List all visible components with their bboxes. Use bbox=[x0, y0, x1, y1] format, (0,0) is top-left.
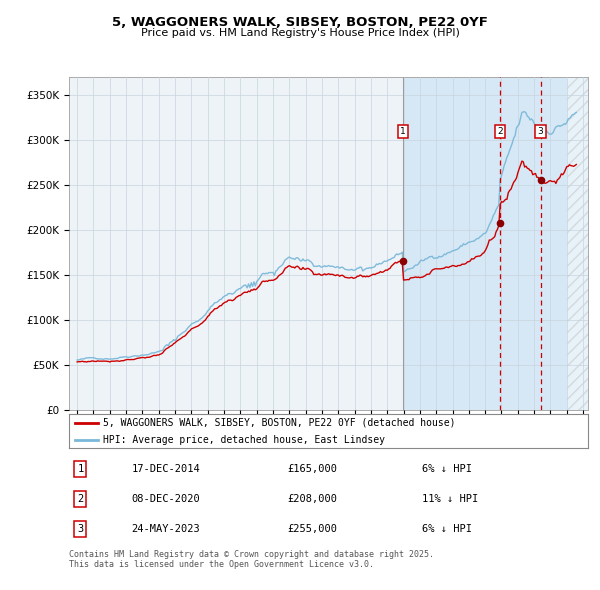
Text: 24-MAY-2023: 24-MAY-2023 bbox=[131, 524, 200, 534]
Text: £165,000: £165,000 bbox=[287, 464, 337, 474]
Text: 2: 2 bbox=[497, 127, 503, 136]
Text: 17-DEC-2014: 17-DEC-2014 bbox=[131, 464, 200, 474]
Text: 6% ↓ HPI: 6% ↓ HPI bbox=[422, 464, 472, 474]
Text: 1: 1 bbox=[77, 464, 83, 474]
Bar bbox=[567, 77, 596, 410]
Text: HPI: Average price, detached house, East Lindsey: HPI: Average price, detached house, East… bbox=[103, 435, 385, 445]
Text: 11% ↓ HPI: 11% ↓ HPI bbox=[422, 494, 478, 504]
Text: 3: 3 bbox=[77, 524, 83, 534]
Text: 5, WAGGONERS WALK, SIBSEY, BOSTON, PE22 0YF: 5, WAGGONERS WALK, SIBSEY, BOSTON, PE22 … bbox=[112, 16, 488, 29]
Text: Contains HM Land Registry data © Crown copyright and database right 2025.
This d: Contains HM Land Registry data © Crown c… bbox=[69, 550, 434, 569]
Bar bbox=[403, 77, 588, 410]
Text: 3: 3 bbox=[538, 127, 544, 136]
Text: £255,000: £255,000 bbox=[287, 524, 337, 534]
Text: £208,000: £208,000 bbox=[287, 494, 337, 504]
Text: 1: 1 bbox=[400, 127, 406, 136]
Text: Price paid vs. HM Land Registry's House Price Index (HPI): Price paid vs. HM Land Registry's House … bbox=[140, 28, 460, 38]
Text: 5, WAGGONERS WALK, SIBSEY, BOSTON, PE22 0YF (detached house): 5, WAGGONERS WALK, SIBSEY, BOSTON, PE22 … bbox=[103, 418, 455, 428]
Text: 2: 2 bbox=[77, 494, 83, 504]
Text: 08-DEC-2020: 08-DEC-2020 bbox=[131, 494, 200, 504]
Text: 6% ↓ HPI: 6% ↓ HPI bbox=[422, 524, 472, 534]
